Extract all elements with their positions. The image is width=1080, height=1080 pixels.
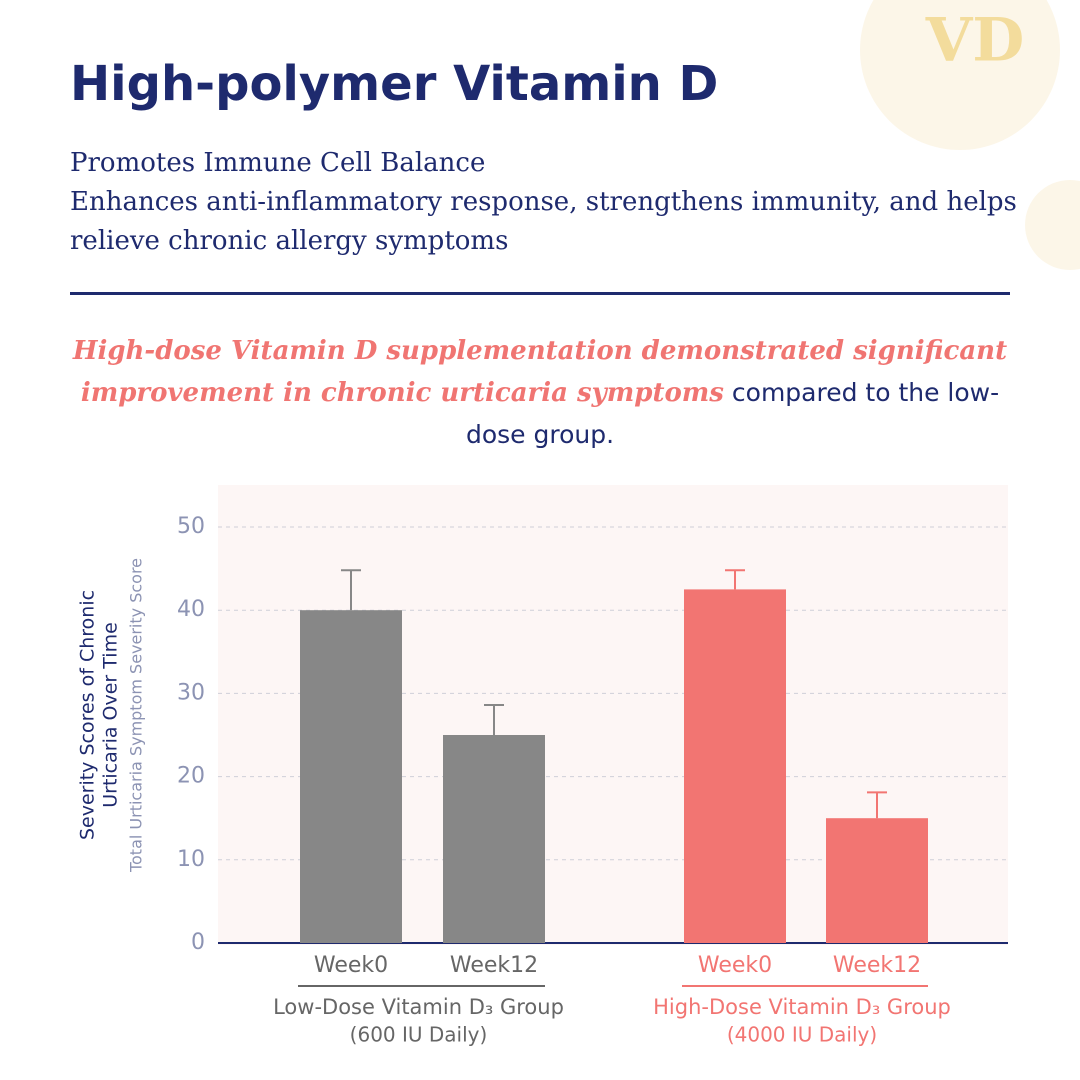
legend-label: Low-Dose Vitamin D₃ Group: [273, 995, 564, 1019]
y-axis-label: Urticaria Over Time: [100, 622, 122, 808]
headline-highlight: High-dose Vitamin D supplementation demo…: [72, 336, 1008, 408]
bar: [300, 610, 402, 943]
x-tick-label: Week0: [314, 953, 388, 978]
x-tick-label: Week0: [698, 953, 772, 978]
error-bar: [725, 569, 745, 590]
headline-rest: compared to the low-dose group.: [465, 378, 1000, 449]
bar: [684, 589, 786, 943]
y-tick-label: 50: [177, 514, 205, 539]
y-axis-label: Severity Scores of Chronic: [77, 590, 99, 840]
headline: High-dose Vitamin D supplementation demo…: [60, 330, 1020, 456]
error-bar: [484, 704, 504, 735]
x-tick-label: Week12: [833, 953, 921, 978]
y-tick-label: 40: [177, 597, 205, 622]
legend-label: High-Dose Vitamin D₃ Group: [653, 995, 951, 1019]
group-note: (4000 IU Daily): [727, 1023, 877, 1047]
title: High-polymer Vitamin D: [70, 56, 719, 112]
subtitle-line: Promotes Immune Cell Balance: [70, 148, 486, 178]
bar: [443, 735, 545, 943]
y-tick-label: 10: [177, 847, 205, 872]
x-tick-label: Week12: [450, 953, 538, 978]
bubble-decor: [1025, 180, 1080, 270]
error-bar: [867, 791, 887, 819]
y-tick-label: 0: [191, 930, 205, 955]
y-tick-label: 20: [177, 764, 205, 789]
divider: [70, 292, 1010, 295]
group-note: (600 IU Daily): [350, 1023, 488, 1047]
badge: VD: [925, 6, 1025, 76]
y-tick-label: 30: [177, 680, 205, 705]
y-axis-sublabel: Total Urticaria Symptom Severity Score: [127, 558, 146, 873]
bubble-decor: [860, 0, 1060, 150]
error-bar: [341, 569, 361, 611]
subtitle: Promotes Immune Cell Balance Enhances an…: [70, 144, 1020, 261]
subtitle-line: Enhances anti-inflammatory response, str…: [70, 187, 1017, 256]
bar: [826, 818, 928, 943]
